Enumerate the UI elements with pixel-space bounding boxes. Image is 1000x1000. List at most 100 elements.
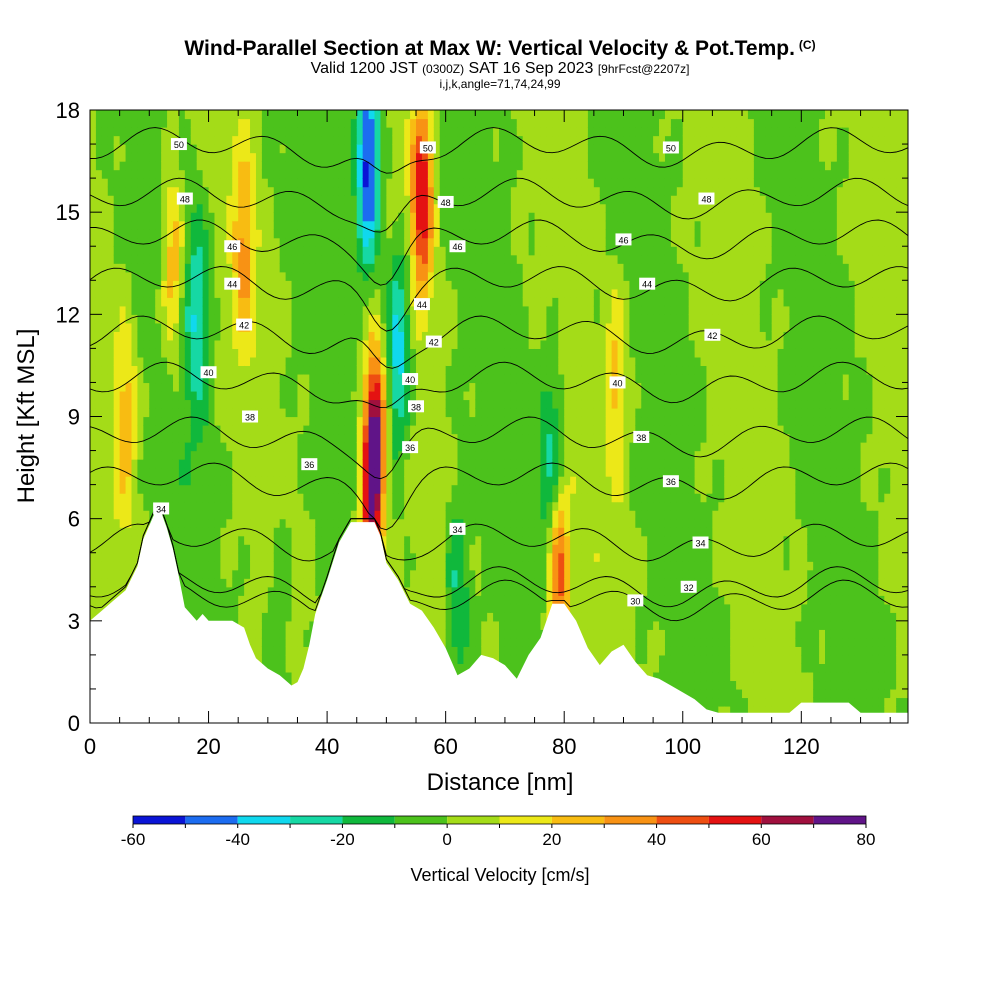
velocity-cell — [321, 365, 328, 375]
velocity-cell — [463, 620, 470, 630]
velocity-cell — [291, 263, 299, 273]
velocity-cell — [404, 450, 411, 460]
velocity-cell — [107, 501, 115, 511]
velocity-cell — [149, 382, 156, 392]
velocity-cell — [493, 578, 500, 588]
velocity-cell — [196, 169, 204, 179]
velocity-cell — [202, 263, 210, 273]
velocity-cell — [125, 263, 133, 273]
velocity-cell — [493, 646, 500, 656]
velocity-cell — [469, 348, 476, 358]
velocity-cell — [481, 118, 488, 128]
velocity-cell — [125, 144, 133, 154]
velocity-cell — [386, 161, 393, 171]
velocity-cell — [190, 365, 198, 375]
velocity-cell — [439, 144, 447, 154]
velocity-cell — [297, 442, 304, 452]
velocity-cell — [244, 263, 251, 273]
velocity-cell — [416, 280, 423, 290]
velocity-cell — [374, 390, 382, 401]
velocity-cell — [433, 595, 441, 605]
velocity-cell — [410, 135, 417, 145]
velocity-cell — [279, 348, 287, 358]
velocity-cell — [327, 442, 334, 452]
velocity-cell — [362, 390, 370, 401]
velocity-cell — [392, 195, 399, 205]
velocity-cell — [344, 425, 352, 435]
velocity-cell — [362, 127, 370, 137]
velocity-cell — [113, 203, 121, 213]
velocity-cell — [368, 305, 376, 315]
velocity-cell — [475, 314, 482, 324]
velocity-cell — [374, 212, 382, 222]
velocity-cell — [386, 382, 393, 392]
velocity-cell — [143, 501, 150, 511]
velocity-cell — [107, 544, 115, 554]
velocity-cell — [161, 407, 168, 418]
velocity-cell — [119, 297, 127, 307]
velocity-cell — [463, 663, 470, 673]
velocity-cell — [155, 186, 162, 196]
velocity-cell — [167, 144, 174, 154]
velocity-cell — [119, 501, 127, 511]
velocity-cell — [356, 280, 364, 290]
velocity-cell — [244, 527, 251, 537]
velocity-cell — [101, 212, 109, 222]
velocity-cell — [350, 297, 358, 307]
velocity-cell — [398, 203, 405, 213]
velocity-cell — [475, 552, 482, 562]
velocity-cell — [267, 612, 275, 622]
velocity-cell — [338, 399, 346, 409]
velocity-cell — [404, 459, 411, 469]
velocity-cell — [107, 450, 115, 460]
velocity-cell — [149, 212, 156, 222]
velocity-cell — [255, 373, 263, 384]
velocity-cell — [261, 603, 269, 613]
velocity-cell — [297, 501, 304, 511]
velocity-cell — [451, 561, 459, 571]
velocity-cell — [149, 493, 156, 503]
velocity-cell — [303, 135, 310, 145]
velocity-cell — [303, 271, 310, 281]
velocity-cell — [143, 263, 150, 273]
velocity-cell — [469, 595, 476, 605]
velocity-cell — [350, 425, 358, 435]
velocity-cell — [392, 416, 399, 426]
velocity-cell — [178, 467, 186, 477]
velocity-cell — [487, 288, 494, 298]
velocity-cell — [416, 144, 423, 154]
velocity-cell — [208, 467, 216, 477]
velocity-cell — [214, 476, 222, 486]
velocity-cell — [261, 493, 269, 503]
velocity-cell — [451, 314, 459, 324]
velocity-cell — [261, 254, 269, 264]
velocity-cell — [309, 220, 316, 230]
velocity-cell — [214, 152, 222, 162]
velocity-cell — [493, 169, 500, 179]
velocity-cell — [273, 433, 281, 443]
velocity-cell — [244, 612, 251, 622]
velocity-cell — [469, 390, 476, 401]
velocity-cell — [232, 603, 239, 613]
velocity-cell — [220, 535, 227, 545]
velocity-cell — [499, 552, 506, 562]
velocity-cell — [303, 178, 310, 188]
velocity-cell — [404, 382, 411, 392]
velocity-cell — [220, 459, 227, 469]
velocity-cell — [386, 271, 393, 281]
velocity-cell — [427, 595, 435, 605]
velocity-cell — [184, 356, 192, 367]
velocity-cell — [137, 518, 144, 528]
velocity-cell — [232, 297, 239, 307]
velocity-cell — [374, 305, 382, 315]
velocity-cell — [463, 305, 470, 315]
velocity-cell — [190, 305, 198, 315]
velocity-cell — [291, 365, 299, 375]
velocity-cell — [368, 339, 376, 349]
velocity-cell — [469, 144, 476, 154]
velocity-cell — [220, 161, 227, 171]
velocity-cell — [149, 254, 156, 264]
velocity-cell — [273, 612, 281, 622]
velocity-cell — [137, 203, 144, 213]
velocity-cell — [392, 271, 399, 281]
